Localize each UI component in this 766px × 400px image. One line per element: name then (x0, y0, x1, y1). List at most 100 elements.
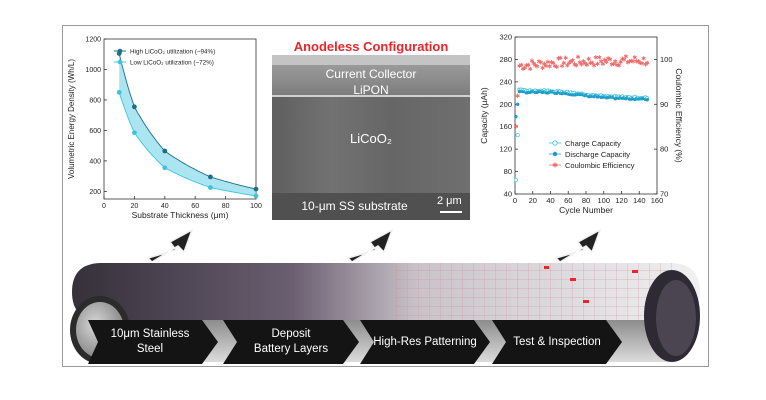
coulombic-efficiency-point: ✱ (631, 59, 636, 66)
y-axis-label-left: Capacity (μAh) (479, 87, 489, 144)
coulombic-efficiency-point: ✱ (581, 58, 586, 65)
coulombic-efficiency-point: ✱ (561, 60, 566, 67)
coulombic-efficiency-point: ✱ (636, 58, 641, 65)
pointer-arrow-right (554, 228, 602, 262)
coulombic-efficiency-point: ✱ (535, 63, 540, 70)
y-tick-label-left: 160 (499, 122, 512, 131)
coulombic-efficiency-point: ✱ (618, 59, 623, 66)
legend-marker (117, 59, 123, 65)
coulombic-efficiency-point: ✱ (611, 61, 616, 68)
coulombic-efficiency-point: ✱ (600, 61, 605, 68)
coulombic-efficiency-point: ✱ (560, 63, 565, 70)
charge-capacity-point (513, 177, 518, 183)
y-tick-label: 200 (89, 189, 101, 196)
coulombic-efficiency-point: ✱ (583, 60, 588, 67)
defect-mark (583, 300, 589, 303)
coulombic-efficiency-point: ✱ (588, 60, 593, 67)
coulombic-efficiency-point: ✱ (634, 58, 639, 65)
coulombic-efficiency-point: ✱ (517, 63, 522, 70)
coulombic-efficiency-point: ✱ (570, 57, 575, 64)
data-point-high (253, 186, 259, 192)
right-roller-face (656, 280, 696, 356)
coulombic-efficiency-point: ✱ (522, 65, 527, 72)
legend-label: High LiCoO₂ utilization (~94%) (130, 49, 215, 56)
sem-current-collector-layer (272, 65, 470, 95)
step-patterning: High-Res Patterning (360, 320, 490, 364)
sem-title: Anodeless Configuration (293, 39, 449, 54)
energy-density-chart: 0 20 40 60 80 100 200 400 600 800 1000 1200 Substrat… (67, 37, 262, 221)
x-tick-label: 0 (102, 203, 106, 210)
pointer-arrow-left (146, 228, 194, 262)
sem-layer-label-substrate: 10-μm SS substrate (301, 199, 408, 213)
coulombic-efficiency-point: ✱ (536, 58, 541, 65)
series-line-high (118, 53, 257, 190)
coulombic-efficiency-point: ✱ (604, 59, 609, 66)
coulombic-efficiency-point: ✱ (520, 66, 525, 73)
data-point-high (162, 148, 168, 154)
discharge-capacity-point (514, 114, 518, 119)
defect-mark (570, 278, 576, 281)
sem-layer-label-current-collector: Current Collector (325, 67, 417, 81)
sem-licoo2-layer (272, 97, 470, 193)
legend-marker: ✱ (552, 162, 558, 170)
legend-label: Coulombic Efficiency (565, 161, 635, 170)
coulombic-efficiency-point: ✱ (544, 63, 549, 70)
step-label: 10μm Stainless Steel (110, 328, 190, 355)
coulombic-efficiency-point: ✱ (639, 60, 644, 67)
coulombic-efficiency-point: ✱ (602, 57, 607, 64)
scale-bar-label: 2 μm (437, 195, 462, 207)
coulombic-efficiency-point: ✱ (524, 63, 529, 70)
y-tick-label-right: 90 (660, 100, 668, 109)
coulombic-efficiency-point: ✱ (540, 65, 545, 72)
coulombic-efficiency-point: ✱ (542, 61, 547, 68)
x-tick-label: 20 (131, 203, 139, 210)
data-point-low (116, 89, 122, 95)
coulombic-efficiency-point: ✱ (572, 61, 577, 68)
coulombic-efficiency-point: ✱ (563, 55, 568, 62)
coulombic-efficiency-point: ✱ (513, 124, 518, 131)
x-tick-label: 80 (222, 203, 230, 210)
legend-marker (552, 140, 558, 146)
y-tick-label-left: 320 (499, 33, 512, 42)
step-deposit-layers: Deposit Battery Layers (223, 320, 359, 364)
y-axis-label-right: Coulombic Efficiency (%) (674, 68, 682, 162)
step-label: Deposit Battery Layers (253, 328, 329, 355)
coulombic-efficiency-point: ✱ (538, 59, 543, 66)
coulombic-efficiency-point: ✱ (597, 55, 602, 62)
y-tick-label: 1000 (85, 67, 101, 74)
x-tick-label: 20 (529, 196, 537, 205)
y-tick-label-left: 280 (499, 55, 512, 64)
x-tick-label: 80 (582, 196, 590, 205)
data-point-low (132, 130, 137, 136)
data-point-high (208, 174, 213, 180)
data-point-low (253, 193, 259, 199)
coulombic-efficiency-point: ✱ (558, 55, 563, 62)
coulombic-efficiency-point: ✱ (579, 62, 584, 69)
sem-top-layer (272, 55, 470, 65)
data-point-high (132, 104, 137, 110)
x-tick-label: 140 (633, 196, 646, 205)
coulombic-efficiency-point: ✱ (556, 55, 561, 62)
coulombic-efficiency-point: ✱ (627, 59, 632, 66)
coulombic-efficiency-point: ✱ (554, 64, 559, 71)
x-tick-label: 120 (615, 196, 628, 205)
coulombic-efficiency-point: ✱ (622, 57, 627, 64)
coulombic-efficiency-point: ✱ (593, 54, 598, 61)
legend-label: Charge Capacity (565, 139, 621, 148)
y-tick-label-left: 80 (504, 167, 512, 176)
coulombic-efficiency-point: ✱ (529, 58, 534, 65)
step-label: Test & Inspection (513, 335, 601, 348)
pointer-arrow-middle (346, 228, 394, 262)
coulombic-efficiency-point: ✱ (533, 62, 538, 69)
coulombic-efficiency-point: ✱ (547, 64, 552, 71)
coulombic-efficiency-point: ✱ (584, 62, 589, 69)
x-tick-label: 40 (546, 196, 554, 205)
discharge-capacity-point (645, 98, 649, 102)
series-line-low (118, 92, 257, 197)
coulombic-efficiency-point: ✱ (625, 60, 630, 67)
y-tick-label-right: 100 (660, 55, 673, 64)
coulombic-efficiency-point: ✱ (575, 54, 580, 61)
y-tick-label-left: 120 (499, 145, 512, 154)
x-tick-label: 60 (564, 196, 572, 205)
